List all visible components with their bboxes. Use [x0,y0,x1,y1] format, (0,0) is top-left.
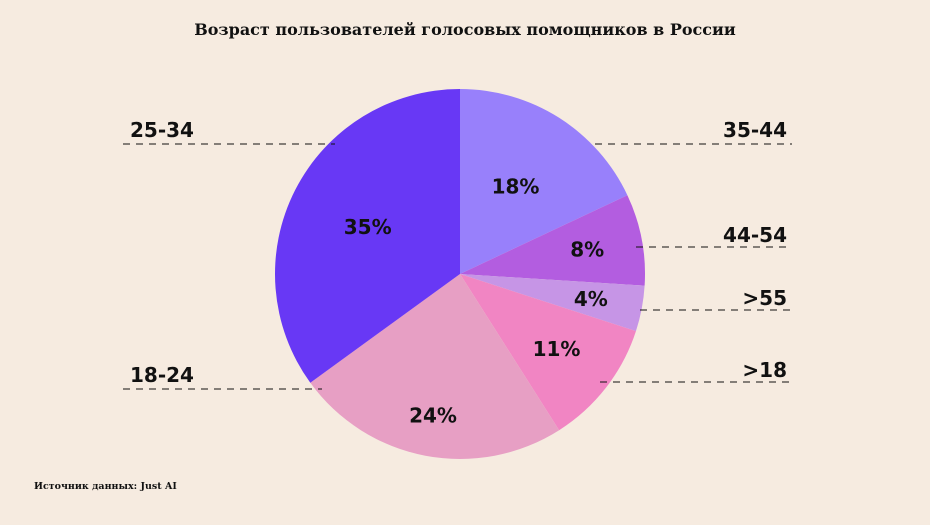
category-label: >18 [742,358,787,382]
pie-slice-35-44 [460,89,628,274]
slice-percent-label: 4% [574,287,608,311]
category-label: >55 [742,286,787,310]
slice-percent-label: 24% [409,404,457,428]
pie-slice-18-24 [310,274,560,460]
slice-percent-label: 18% [492,175,540,199]
pie-slice-gt55 [460,274,645,332]
slice-percent-label: 35% [344,215,392,239]
slice-percent-label: 8% [570,238,604,262]
category-label: 35-44 [723,118,787,142]
category-label: 25-34 [130,118,194,142]
chart-title: Возраст пользователей голосовых помощник… [194,20,736,39]
pie-slice-25-34 [274,89,460,383]
pie-slice-44-54 [460,195,645,286]
slice-percent-label: 11% [533,337,581,361]
pie-slice-gt18 [460,274,636,431]
category-label: 44-54 [723,223,787,247]
category-label: 18-24 [130,363,194,387]
source-note: Источник данных: Just AI [34,481,177,492]
